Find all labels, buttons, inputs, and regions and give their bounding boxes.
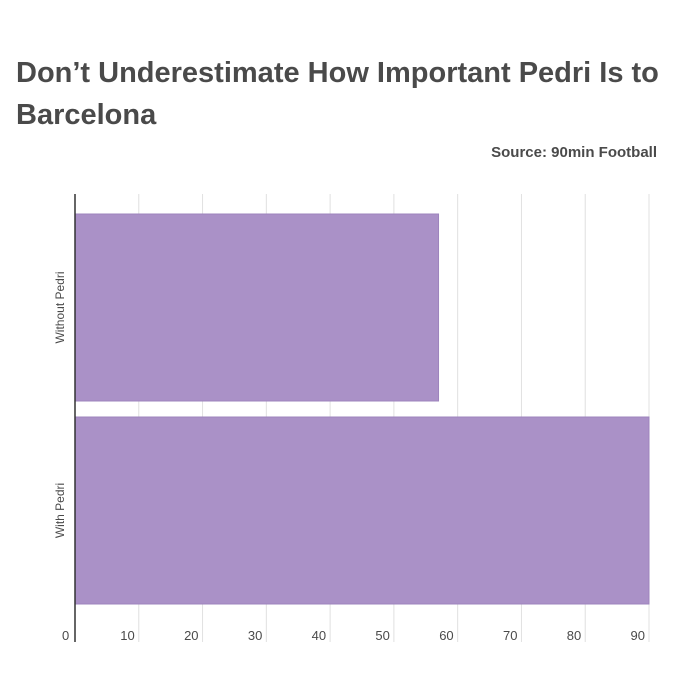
x-tick-label: 10 xyxy=(120,628,134,643)
bars xyxy=(74,213,650,605)
bar-without-pedri xyxy=(74,213,440,402)
x-tick-label: 40 xyxy=(312,628,326,643)
bar-with-pedri xyxy=(74,416,650,605)
chart-title: Don’t Underestimate How Important Pedri … xyxy=(16,57,659,131)
category-label: With Pedri xyxy=(53,483,67,538)
chart-source: Source: 90min Football xyxy=(491,144,657,161)
x-tick-label: 0 xyxy=(62,628,69,643)
x-tick-label: 80 xyxy=(567,628,581,643)
category-label: Without Pedri xyxy=(53,271,67,343)
x-tick-label: 30 xyxy=(248,628,262,643)
x-tick-label: 20 xyxy=(184,628,198,643)
x-tick-label: 70 xyxy=(503,628,517,643)
axis-labels: 0 10 20 30 40 50 60 70 80 90 Without Pedri With Ped… xyxy=(53,271,645,643)
x-tick-label: 50 xyxy=(375,628,389,643)
x-tick-label: 60 xyxy=(439,628,453,643)
x-tick-label: 90 xyxy=(631,628,645,643)
